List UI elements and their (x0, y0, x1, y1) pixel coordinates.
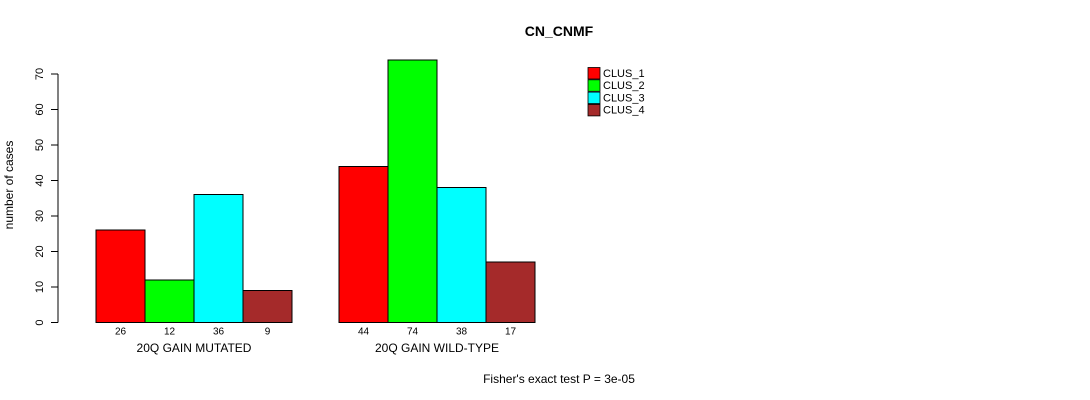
y-axis-tick-label: 60 (34, 103, 46, 115)
chart-title: CN_CNMF (525, 23, 594, 39)
bar-g0-clus-3 (193, 194, 244, 323)
bar-value-label: 26 (115, 327, 127, 338)
fisher-test-annotation: Fisher's exact test P = 3e-05 (483, 372, 635, 386)
bar-value-label: 17 (505, 327, 517, 338)
bar-value-label: 74 (407, 327, 419, 338)
y-axis-tick-label: 20 (34, 245, 46, 257)
bar-g1-clus-4 (485, 261, 536, 323)
legend-item-label: CLUS_1 (603, 68, 645, 80)
y-axis-tick-label: 0 (34, 319, 46, 325)
category-label: 20Q GAIN WILD-TYPE (375, 341, 499, 355)
bar-value-label: 9 (265, 327, 271, 338)
legend-swatch (587, 104, 601, 117)
plot-area: 0 10 20 30 40 50 60 70 26 12 36 9 20Q GAIN MUTATED 44… (34, 59, 645, 355)
legend-item-label: CLUS_2 (603, 80, 645, 92)
y-axis-tick-label: 50 (34, 139, 46, 151)
bar-g0-clus-2 (144, 279, 195, 323)
y-axis-tick-label: 30 (34, 210, 46, 222)
legend-swatch (587, 91, 601, 104)
bar-g1-clus-2 (387, 59, 438, 324)
legend-swatch (587, 67, 601, 80)
bar-value-label: 12 (164, 327, 176, 338)
y-axis-tick-label: 10 (34, 281, 46, 293)
category-label: 20Q GAIN MUTATED (137, 341, 252, 355)
bar-g1-clus-1 (338, 165, 389, 323)
bar-g0-clus-4 (242, 290, 293, 323)
bar-value-label: 38 (456, 327, 468, 338)
legend-item-label: CLUS_3 (603, 92, 645, 104)
y-axis-tick-label: 70 (34, 68, 46, 80)
bar-g0-clus-1 (95, 229, 146, 323)
legend-swatch (587, 79, 601, 92)
y-axis-label: number of cases (2, 141, 16, 230)
bar-value-label: 36 (213, 327, 225, 338)
legend-item-label: CLUS_4 (603, 105, 645, 117)
bar-g1-clus-3 (436, 187, 487, 323)
bar-value-label: 44 (358, 327, 370, 338)
y-axis-tick-label: 40 (34, 174, 46, 186)
